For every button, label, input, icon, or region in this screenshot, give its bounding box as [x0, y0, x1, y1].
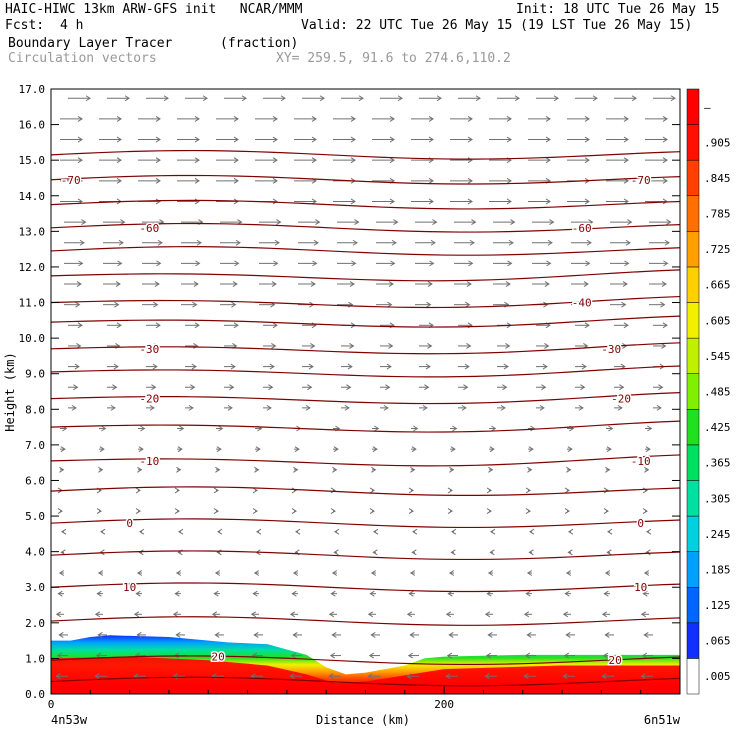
temperature-contours [51, 149, 680, 687]
field-name: Boundary Layer Tracer [8, 36, 173, 51]
colorbar-label: .605 [704, 314, 731, 327]
contour-label: 10 [123, 581, 136, 594]
colorbar-label: .785 [704, 208, 731, 221]
contour-label: -20 [139, 393, 159, 406]
forecast-label: Fcst: [5, 18, 45, 33]
colorbar-swatch [686, 409, 700, 446]
contour-label: -60 [139, 222, 159, 235]
colorbar-label: .425 [704, 421, 731, 434]
colorbar-swatch [686, 586, 700, 624]
contour-labels: 20 20 10 10 0 0 -10 -10 -20 -20 -30 -30 -40 -60 -60 -70… [59, 172, 652, 668]
field-units: (fraction) [220, 36, 299, 51]
colorbar-swatch [686, 231, 700, 268]
y-tick-label: 2.0 [25, 617, 45, 630]
y-tick-label: 17.0 [19, 83, 46, 96]
contour-label: -20 [611, 393, 631, 406]
colorbar-label: .005 [704, 670, 731, 683]
y-tick-label: 5.0 [25, 510, 45, 523]
colorbar-swatch [686, 515, 700, 552]
colorbar-label: .845 [704, 172, 731, 185]
y-tick-label: 9.0 [25, 368, 45, 381]
colorbar-swatch [686, 195, 700, 232]
colorbar-swatch [686, 124, 700, 161]
contour-label: -10 [631, 455, 651, 468]
y-tick-label: 8.0 [25, 403, 45, 416]
colorbar-label: .545 [704, 350, 731, 363]
y-tick-label: 1.0 [25, 652, 45, 665]
contour-label: 0 [126, 517, 133, 530]
colorbar-swatch [686, 480, 700, 517]
contour-label: 0 [637, 517, 644, 530]
y-axis-label: Height (km) [3, 352, 17, 431]
colorbar-swatch [686, 551, 700, 588]
model-title: HAIC-HIWC 13km ARW-GFS init NCAR/MMM [5, 2, 303, 17]
colorbar-swatch [686, 88, 700, 125]
circulation-vectors [55, 95, 676, 680]
vector-name: Circulation vectors [8, 51, 157, 66]
y-tick-label: 16.0 [19, 119, 46, 132]
colorbar-label: .905 [704, 136, 731, 149]
colorbar-label: .665 [704, 279, 731, 292]
plot-frame [50, 88, 681, 695]
x-end-label: 6n51w [644, 713, 681, 727]
y-tick-label: 3.0 [25, 581, 45, 594]
colorbar-label: – [704, 101, 711, 114]
colorbar-label: .125 [704, 599, 731, 612]
y-tick-label: 7.0 [25, 439, 45, 452]
y-tick-label: 14.0 [19, 190, 46, 203]
contour-label: 20 [609, 654, 622, 667]
colorbar-label: .185 [704, 563, 731, 576]
colorbar-label: .725 [704, 243, 731, 256]
y-tick-label: 12.0 [19, 261, 46, 274]
x-axis-label: Distance (km) [316, 713, 410, 727]
colorbar-swatch [686, 622, 700, 659]
y-tick-label: 13.0 [19, 225, 46, 238]
contour-label: -40 [572, 297, 592, 310]
contour-label: -70 [631, 174, 651, 187]
colorbar-swatch [686, 373, 700, 410]
x-tick-label: 0 [48, 698, 55, 711]
y-tick-label: 10.0 [19, 332, 46, 345]
contour-label: 10 [634, 581, 647, 594]
colorbar-swatch [686, 658, 700, 695]
y-tick-label: 0.0 [25, 688, 45, 701]
xy-coordinates: XY= 259.5, 91.6 to 274.6,110.2 [276, 51, 511, 66]
contour-label: -30 [601, 343, 621, 356]
x-tick-label: 200 [434, 698, 454, 711]
y-tick-label: 4.0 [25, 546, 45, 559]
contour-label: -30 [139, 343, 159, 356]
x-start-label: 4n53w [51, 713, 88, 727]
colorbar-swatch [686, 302, 700, 339]
contour-label: -70 [61, 174, 81, 187]
colorbar-swatch [686, 337, 700, 374]
contour-label: -60 [572, 222, 592, 235]
contour-label: -10 [139, 455, 159, 468]
colorbar-swatch [686, 159, 700, 197]
colorbar-label: .485 [704, 386, 731, 399]
y-tick-label: 11.0 [19, 297, 46, 310]
colorbar-label: .245 [704, 528, 731, 541]
forecast-value: 4 h [60, 18, 84, 33]
init-time: Init: 18 UTC Tue 26 May 15 [516, 2, 720, 17]
colorbar-swatch [686, 444, 700, 481]
y-tick-label: 6.0 [25, 474, 45, 487]
colorbar-label: .065 [704, 635, 731, 648]
colorbar-label: .305 [704, 492, 731, 505]
y-tick-label: 15.0 [19, 154, 46, 167]
colorbar-swatch [686, 266, 700, 303]
colorbar-label: .365 [704, 457, 731, 470]
contour-label: 20 [211, 651, 224, 664]
valid-time: Valid: 22 UTC Tue 26 May 15 (19 LST Tue … [301, 18, 693, 33]
